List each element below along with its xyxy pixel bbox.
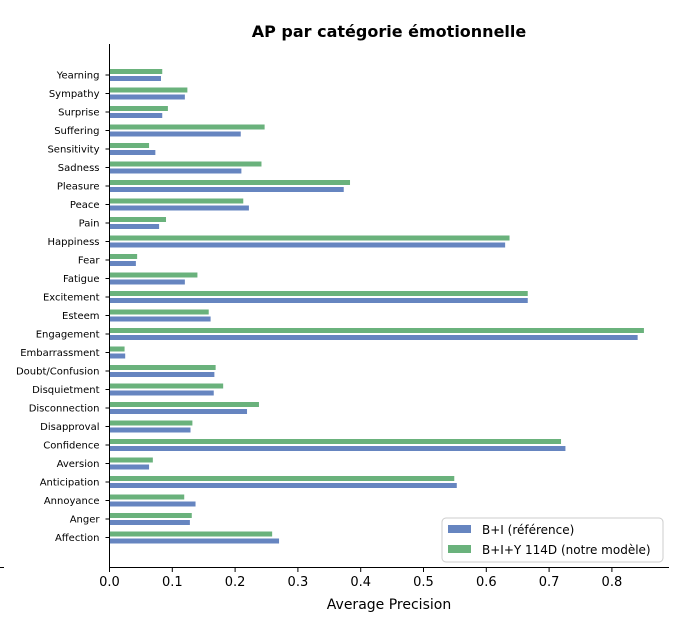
bar-reference-sensitivity — [109, 150, 156, 155]
bar-model-pleasure — [109, 180, 351, 185]
bar-model-doubt-confusion — [109, 365, 216, 370]
bar-model-disapproval — [109, 420, 193, 426]
bar-model-annoyance — [109, 494, 185, 500]
bars — [109, 69, 644, 544]
y-tick-label-surprise: Surprise — [58, 108, 99, 119]
y-tick-label-esteem: Esteem — [62, 311, 100, 322]
x-tick-label-0.5: 0.5 — [413, 575, 434, 590]
y-tick-label-fear: Fear — [78, 256, 100, 267]
y-tick-label-sympathy: Sympathy — [49, 89, 100, 100]
bar-model-suffering — [109, 124, 265, 130]
bar-reference-sadness — [109, 168, 242, 174]
bar-reference-pain — [109, 224, 160, 229]
y-tick-label-disconnection: Disconnection — [29, 404, 100, 415]
y-tick-label-anticipation: Anticipation — [40, 478, 100, 489]
bar-reference-pleasure — [109, 187, 344, 192]
y-tick-label-pain: Pain — [79, 219, 100, 230]
y-tick-label-affection: Affection — [55, 533, 100, 544]
y-tick-label-sadness: Sadness — [58, 163, 100, 174]
y-tick-label-anger: Anger — [70, 515, 101, 526]
bar-reference-aversion — [109, 464, 150, 470]
bar-reference-disquietment — [109, 390, 214, 396]
y-tick-label-engagement: Engagement — [36, 330, 100, 341]
bar-model-anticipation — [109, 476, 455, 481]
legend-swatch-reference — [448, 525, 471, 533]
bar-model-fear — [109, 254, 138, 259]
bar-reference-confidence — [109, 446, 566, 451]
y-tick-label-happiness: Happiness — [47, 237, 99, 248]
y-axis-ticks: Yearning Sympathy Surprise Suffering Sensiti… — [16, 71, 110, 544]
bar-model-sympathy — [109, 87, 188, 93]
bar-model-excitement — [109, 291, 528, 296]
legend: B+I (référence) B+I+Y 114D (notre modèle… — [441, 517, 664, 563]
y-tick-label-aversion: Aversion — [57, 459, 100, 470]
x-axis-label: Average Precision — [327, 597, 451, 613]
x-tick-label-0.3: 0.3 — [288, 575, 309, 590]
legend-label-reference: B+I (référence) — [482, 523, 574, 537]
y-tick-label-disapproval: Disapproval — [40, 422, 99, 433]
bar-reference-suffering — [109, 131, 241, 137]
bar-model-disquietment — [109, 383, 224, 389]
y-tick-label-annoyance: Annoyance — [44, 496, 100, 507]
legend-swatch-model — [448, 545, 471, 553]
bar-model-disconnection — [109, 402, 259, 407]
bar-model-embarrassment — [109, 346, 125, 352]
bar-reference-anticipation — [109, 483, 457, 488]
bar-model-anger — [109, 513, 192, 518]
y-tick-label-embarrassment: Embarrassment — [20, 348, 99, 359]
y-tick-label-disquietment: Disquietment — [32, 385, 99, 396]
y-tick-label-confidence: Confidence — [43, 441, 99, 452]
bar-reference-sympathy — [109, 94, 185, 100]
x-tick-label-0.1: 0.1 — [162, 575, 183, 590]
bar-reference-esteem — [109, 316, 211, 322]
x-tick-label-0.0: 0.0 — [99, 575, 120, 590]
y-tick-label-doubt-confusion: Doubt/Confusion — [16, 367, 100, 378]
bar-model-yearning — [109, 69, 163, 74]
bar-model-aversion — [109, 457, 153, 463]
bar-model-peace — [109, 198, 244, 204]
bar-reference-annoyance — [109, 501, 196, 507]
y-tick-label-sensitivity: Sensitivity — [47, 145, 99, 156]
bar-model-engagement — [109, 328, 644, 333]
y-tick-label-excitement: Excitement — [43, 293, 100, 304]
bar-model-pain — [109, 217, 167, 222]
y-tick-label-peace: Peace — [70, 200, 100, 211]
x-tick-label-0.4: 0.4 — [350, 575, 371, 590]
y-tick-label-pleasure: Pleasure — [57, 182, 100, 193]
bar-reference-excitement — [109, 298, 528, 303]
bar-reference-happiness — [109, 242, 506, 248]
legend-frame — [441, 517, 664, 563]
bar-reference-disconnection — [109, 409, 248, 414]
bar-model-fatigue — [109, 272, 198, 278]
bar-model-confidence — [109, 439, 562, 444]
y-tick-label-yearning: Yearning — [56, 71, 100, 82]
bar-reference-anger — [109, 520, 190, 525]
x-tick-label-0.2: 0.2 — [225, 575, 246, 590]
bar-model-surprise — [109, 106, 168, 111]
bar-reference-surprise — [109, 113, 163, 118]
y-tick-label-fatigue: Fatigue — [63, 274, 100, 285]
bar-reference-affection — [109, 538, 280, 544]
x-tick-label-0.6: 0.6 — [476, 575, 497, 590]
bar-reference-engagement — [109, 335, 638, 340]
bar-reference-doubt-confusion — [109, 372, 215, 377]
bar-reference-disapproval — [109, 427, 191, 433]
bar-model-happiness — [109, 235, 510, 241]
bar-reference-embarrassment — [109, 353, 126, 359]
x-tick-label-0.7: 0.7 — [539, 575, 560, 590]
bar-model-sensitivity — [109, 143, 150, 148]
chart-title: AP par catégorie émotionnelle — [252, 22, 527, 41]
bar-reference-fear — [109, 261, 136, 266]
bar-model-affection — [109, 531, 273, 537]
bar-model-sadness — [109, 161, 262, 167]
bar-reference-fatigue — [109, 279, 185, 285]
x-axis-ticks: 0.0 0.1 0.2 0.3 0.4 0.5 0.6 0.7 0.8 — [99, 567, 622, 590]
bar-reference-peace — [109, 205, 249, 211]
y-tick-label-suffering: Suffering — [54, 126, 99, 137]
bar-model-esteem — [109, 309, 209, 315]
legend-label-model: B+I+Y 114D (notre modèle) — [482, 543, 651, 557]
bar-reference-yearning — [109, 76, 161, 81]
x-tick-label-0.8: 0.8 — [602, 575, 623, 590]
